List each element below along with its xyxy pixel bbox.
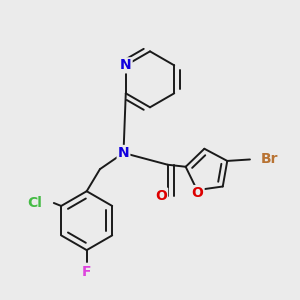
Text: N: N: [120, 58, 132, 72]
Text: N: N: [118, 146, 129, 160]
Text: Cl: Cl: [27, 196, 42, 210]
Text: Br: Br: [260, 152, 278, 167]
Text: O: O: [155, 189, 167, 202]
Text: F: F: [82, 265, 92, 279]
Text: O: O: [192, 186, 204, 200]
